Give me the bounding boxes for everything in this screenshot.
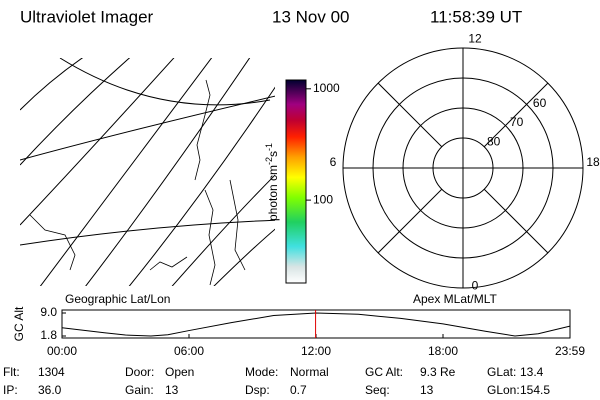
lon-line [213, 228, 275, 286]
coastline [29, 79, 246, 286]
x-tick-label: 12:00 [301, 344, 331, 358]
info-value: 154.5 [520, 383, 550, 397]
mlt-spoke [483, 188, 549, 254]
info-label: GLon: [487, 383, 520, 397]
time: 11:58:39 UT [430, 7, 522, 26]
info-value: Open [165, 365, 194, 379]
info-label: Seq: [365, 383, 390, 397]
lat-label: 60 [533, 96, 547, 110]
info-value: 13 [420, 383, 434, 397]
timeline-ylabel: GC Alt [12, 306, 26, 341]
lat-label: 70 [510, 115, 524, 129]
mlt-spoke [377, 82, 443, 148]
date: 13 Nov 00 [272, 7, 350, 26]
title: Ultraviolet Imager [20, 7, 154, 26]
lat-line [59, 58, 271, 106]
y-tick-label: 1.8 [40, 328, 57, 342]
x-tick-label: 23:59 [555, 344, 585, 358]
info-value: 13.4 [520, 365, 544, 379]
lat-line [20, 95, 275, 161]
info-value: 0.7 [290, 383, 307, 397]
info-label: GC Alt: [365, 365, 403, 379]
lon-line [20, 58, 175, 226]
info-label: Door: [125, 365, 154, 379]
mlt-label: 18 [586, 155, 600, 169]
x-tick-label: 06:00 [174, 344, 204, 358]
colorbar-tick-label: 100 [313, 192, 333, 206]
mlt-spoke [377, 188, 443, 254]
unit-exponent: -2 [264, 157, 274, 165]
lon-line [20, 58, 131, 166]
info-value: 9.3 Re [420, 365, 456, 379]
lat-label: 80 [487, 134, 501, 148]
info-value: 36.0 [38, 383, 62, 397]
x-tick-label: 18:00 [428, 344, 458, 358]
map-label: Geographic Lat/Lon [65, 292, 170, 306]
lon-line [128, 86, 275, 286]
info-label: GLat: [487, 365, 516, 379]
mlt-label: 0 [472, 279, 479, 293]
lon-line [171, 174, 275, 286]
colorbar-tick-label: 1000 [313, 81, 340, 95]
altitude-curve [61, 312, 571, 337]
lon-line [85, 58, 251, 286]
info-label: Flt: [3, 365, 20, 379]
y-tick-label: 9.0 [40, 305, 57, 319]
info-value: 13 [165, 383, 179, 397]
info-label: Gain: [125, 383, 154, 397]
colorbar-label: photon cm-2s-1 [264, 143, 280, 221]
unit-part: photon cm [266, 165, 280, 221]
polar-label: Apex MLat/MLT [413, 292, 497, 306]
mlt-label: 12 [468, 32, 482, 46]
map [20, 58, 275, 286]
info-label: Mode: [245, 365, 278, 379]
info-value: Normal [290, 365, 329, 379]
info-label: IP: [3, 383, 18, 397]
colorbar [285, 79, 307, 284]
unit-part: s [266, 151, 280, 157]
unit-exponent: -1 [264, 143, 274, 151]
mlt-spoke [483, 82, 549, 148]
lat-line [20, 219, 275, 246]
lon-line [20, 58, 84, 111]
lon-line [39, 58, 213, 286]
info-label: Dsp: [245, 383, 270, 397]
info-value: 1304 [38, 365, 65, 379]
x-tick-label: 00:00 [47, 344, 77, 358]
info-panel: Flt: 1304 Door: Open Mode: Normal GC Alt: 9.3 R… [3, 365, 550, 397]
mlt-label: 6 [330, 155, 337, 169]
